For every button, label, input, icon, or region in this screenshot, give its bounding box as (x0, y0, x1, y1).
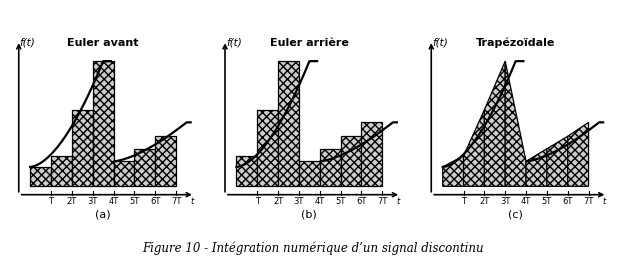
Text: t: t (190, 197, 193, 206)
Text: 5T: 5T (542, 197, 552, 206)
Polygon shape (505, 61, 526, 186)
Polygon shape (547, 136, 568, 186)
Polygon shape (72, 110, 92, 186)
Polygon shape (361, 122, 382, 186)
Text: Euler avant: Euler avant (68, 37, 139, 47)
Text: 5T: 5T (129, 197, 139, 206)
Text: 2T: 2T (67, 197, 77, 206)
Text: 6T: 6T (150, 197, 161, 206)
Text: 4T: 4T (108, 197, 119, 206)
Polygon shape (341, 136, 361, 186)
Polygon shape (258, 110, 278, 186)
Text: 4T: 4T (521, 197, 531, 206)
Text: 3T: 3T (88, 197, 98, 206)
Text: 2T: 2T (479, 197, 489, 206)
Polygon shape (299, 161, 320, 186)
Polygon shape (30, 167, 51, 186)
Polygon shape (278, 61, 299, 186)
Text: f(t): f(t) (432, 37, 448, 47)
Text: T: T (49, 197, 54, 206)
Text: 2T: 2T (273, 197, 283, 206)
Text: Euler arrière: Euler arrière (270, 37, 349, 47)
Polygon shape (92, 61, 114, 186)
Polygon shape (442, 156, 464, 186)
Text: 6T: 6T (356, 197, 367, 206)
Text: 6T: 6T (562, 197, 573, 206)
Polygon shape (568, 122, 589, 186)
Polygon shape (464, 110, 484, 186)
Text: t: t (602, 197, 606, 206)
Polygon shape (51, 156, 72, 186)
Polygon shape (526, 149, 547, 186)
Text: 5T: 5T (336, 197, 346, 206)
Polygon shape (236, 156, 258, 186)
Polygon shape (134, 149, 155, 186)
Text: (a): (a) (95, 210, 111, 220)
Text: Trapézoïdale: Trapézoïdale (476, 37, 555, 48)
Text: 3T: 3T (500, 197, 511, 206)
Text: 4T: 4T (314, 197, 325, 206)
Text: T: T (461, 197, 466, 206)
Text: Figure 10 - Intégration numérique d’un signal discontinu: Figure 10 - Intégration numérique d’un s… (142, 242, 483, 255)
Polygon shape (320, 149, 341, 186)
Polygon shape (114, 161, 134, 186)
Text: 7T: 7T (171, 197, 181, 206)
Polygon shape (484, 61, 505, 186)
Text: f(t): f(t) (20, 37, 36, 47)
Text: (b): (b) (301, 210, 318, 220)
Polygon shape (155, 136, 176, 186)
Text: 7T: 7T (583, 197, 594, 206)
Text: (c): (c) (508, 210, 523, 220)
Text: 3T: 3T (294, 197, 304, 206)
Text: t: t (396, 197, 399, 206)
Text: 7T: 7T (377, 197, 388, 206)
Text: T: T (255, 197, 260, 206)
Text: f(t): f(t) (226, 37, 242, 47)
